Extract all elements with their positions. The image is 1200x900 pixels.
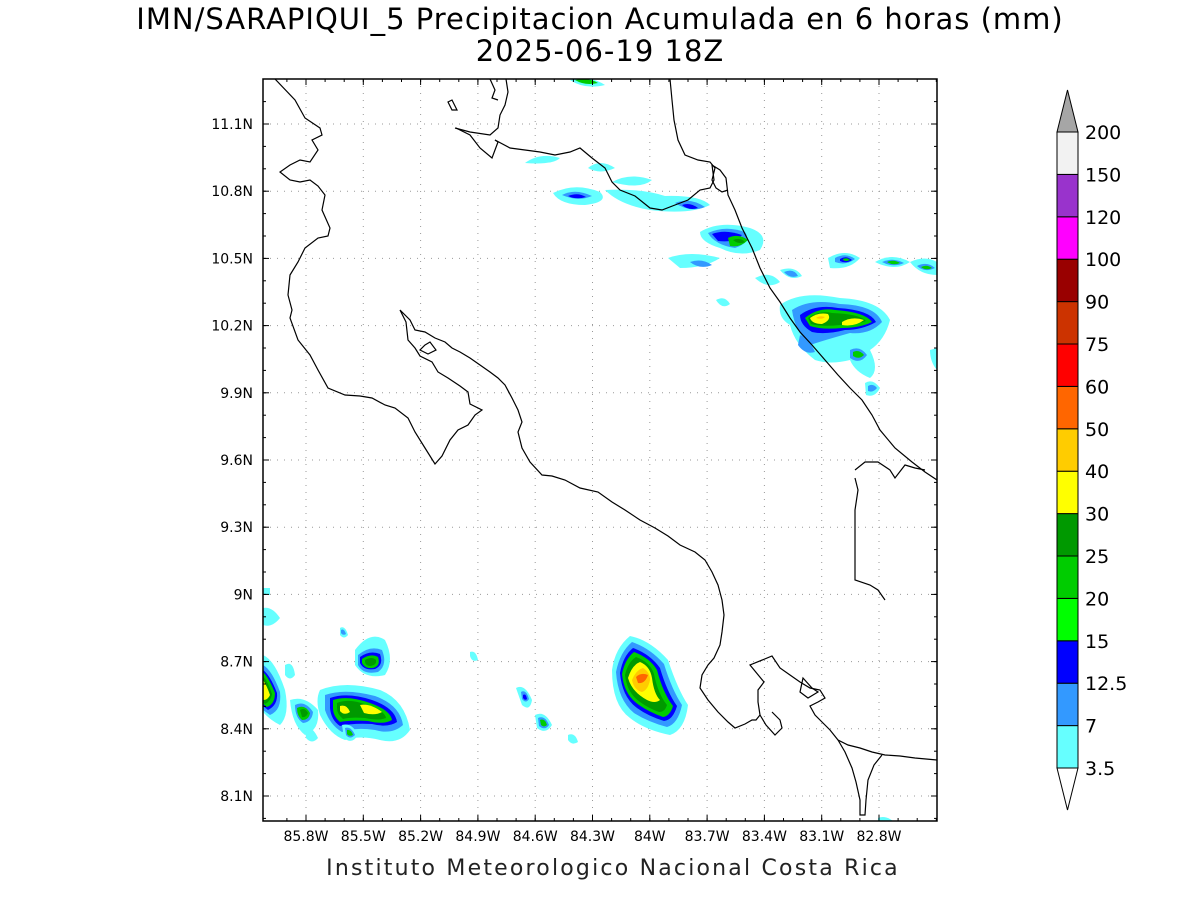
rain-cell-limon bbox=[779, 295, 937, 396]
precipitation-field bbox=[263, 79, 937, 821]
legend-level-label: 75 bbox=[1085, 334, 1109, 356]
legend-level-label: 3.5 bbox=[1085, 758, 1115, 780]
legend-color-box bbox=[1056, 216, 1079, 260]
legend-color-box bbox=[1056, 385, 1079, 430]
legend-level-label: 15 bbox=[1085, 631, 1109, 653]
legend-color-box bbox=[1056, 301, 1079, 345]
rain-cell-osa bbox=[612, 636, 688, 735]
rain-cell-north-coast bbox=[525, 79, 710, 212]
map-datetime: 2025-06-19 18Z bbox=[475, 34, 725, 68]
legend-level-label: 50 bbox=[1085, 419, 1109, 441]
legend-level-label: 12.5 bbox=[1085, 673, 1127, 695]
legend-level-label: 30 bbox=[1085, 504, 1109, 526]
lon-tick-label: 82.8W bbox=[856, 829, 901, 845]
axis-ticks bbox=[263, 79, 937, 821]
lon-tick-label: 84W bbox=[634, 829, 666, 845]
legend-level-label: 120 bbox=[1085, 207, 1121, 229]
lon-tick-label: 84.3W bbox=[570, 829, 615, 845]
legend-color-box bbox=[1056, 428, 1079, 472]
legend-color-box bbox=[1056, 173, 1079, 218]
lon-tick-label: 83.1W bbox=[799, 829, 844, 845]
legend-level-label: 60 bbox=[1085, 376, 1109, 398]
lat-tick-label: 11.1N bbox=[211, 117, 253, 133]
footer-credit: Instituto Meteorologico Nacional Costa R… bbox=[326, 856, 900, 881]
lat-tick-label: 8.7N bbox=[220, 655, 253, 671]
latitude-axis-labels: 11.1N 10.8N 10.5N 10.2N 9.9N 9.6N 9.3N 9N 8.7N 8.… bbox=[211, 117, 253, 805]
lat-tick-label: 10.2N bbox=[211, 319, 253, 335]
legend-color-box bbox=[1056, 682, 1079, 727]
legend-level-label: 25 bbox=[1085, 546, 1109, 568]
map-grid bbox=[263, 79, 937, 821]
longitude-axis-labels: 85.8W 85.5W 85.2W 84.9W 84.6W 84.3W 84W 83.7W 83… bbox=[283, 829, 901, 845]
legend-color-box bbox=[1056, 725, 1079, 769]
lat-tick-label: 9.6N bbox=[220, 453, 253, 469]
legend-color-box bbox=[1056, 131, 1079, 175]
rain-cell-southwest bbox=[263, 588, 410, 742]
legend-level-label: 7 bbox=[1085, 716, 1097, 738]
legend-level-label: 200 bbox=[1085, 122, 1121, 144]
lat-tick-label: 9.9N bbox=[220, 386, 253, 402]
legend-color-box bbox=[1056, 513, 1079, 557]
lat-tick-label: 8.4N bbox=[220, 722, 253, 738]
lon-tick-label: 84.9W bbox=[455, 829, 500, 845]
lat-tick-label: 9.3N bbox=[220, 520, 253, 536]
rain-cell-northeast bbox=[668, 224, 937, 307]
legend-color-box bbox=[1056, 555, 1079, 599]
legend-color-box bbox=[1056, 258, 1079, 303]
lon-tick-label: 83.7W bbox=[685, 829, 730, 845]
legend-level-label: 100 bbox=[1085, 249, 1121, 271]
legend-min-arrow bbox=[1056, 767, 1079, 811]
lon-tick-label: 85.5W bbox=[341, 829, 386, 845]
coastlines bbox=[274, 79, 937, 816]
legend-level-label: 20 bbox=[1085, 588, 1109, 610]
lat-tick-label: 10.8N bbox=[211, 184, 253, 200]
legend-color-box bbox=[1056, 640, 1079, 684]
rain-cell-panama bbox=[878, 817, 893, 821]
legend-level-label: 40 bbox=[1085, 461, 1109, 483]
lon-tick-label: 84.6W bbox=[513, 829, 558, 845]
lat-tick-label: 9N bbox=[234, 587, 253, 603]
legend-color-box bbox=[1056, 597, 1079, 642]
map-title: IMN/SARAPIQUI_5 Precipitacion Acumulada … bbox=[136, 2, 1064, 36]
color-legend-labels: 3.5 7 12.5 15 20 25 30 40 50 60 75 90 100 120 150 200 bbox=[1085, 122, 1127, 780]
legend-max-arrow bbox=[1056, 89, 1079, 133]
legend-level-label: 90 bbox=[1085, 292, 1109, 314]
color-legend bbox=[1056, 89, 1079, 811]
lat-tick-label: 10.5N bbox=[211, 251, 253, 267]
lon-tick-label: 83.4W bbox=[742, 829, 787, 845]
map-frame bbox=[262, 78, 938, 822]
legend-level-label: 150 bbox=[1085, 164, 1121, 186]
lon-tick-label: 85.2W bbox=[398, 829, 443, 845]
legend-color-box bbox=[1056, 470, 1079, 515]
rain-cell-south-central bbox=[470, 651, 578, 744]
lat-tick-label: 8.1N bbox=[220, 789, 253, 805]
legend-color-box bbox=[1056, 343, 1079, 387]
lon-tick-label: 85.8W bbox=[283, 829, 328, 845]
